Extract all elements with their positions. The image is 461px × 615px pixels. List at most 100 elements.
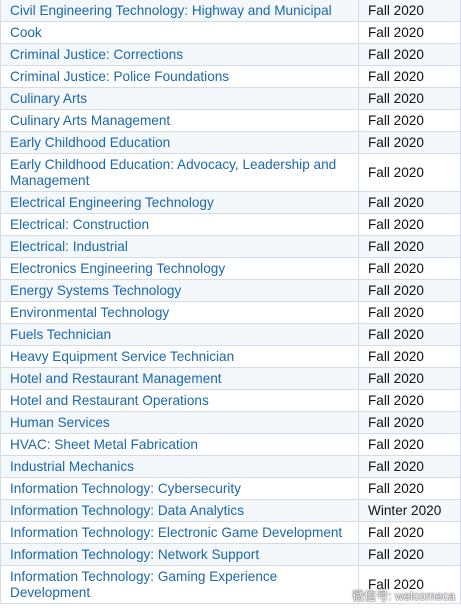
term-cell: Fall 2020 bbox=[358, 301, 461, 324]
table-row: Energy Systems Technology Fall 2020 bbox=[0, 279, 461, 302]
program-link[interactable]: Electronics Engineering Technology bbox=[10, 261, 226, 276]
table-row: Hotel and Restaurant Management Fall 2020 bbox=[0, 367, 461, 390]
term-cell: Fall 2020 bbox=[358, 43, 461, 66]
program-link[interactable]: Environmental Technology bbox=[10, 305, 170, 320]
program-link[interactable]: Early Childhood Education: Advocacy, Lea… bbox=[10, 157, 337, 188]
term-cell: Fall 2020 bbox=[358, 521, 461, 544]
table-row: Electrical Engineering Technology Fall 20… bbox=[0, 191, 461, 214]
program-cell: Culinary Arts Management bbox=[0, 109, 359, 132]
term-cell: Fall 2020 bbox=[358, 235, 461, 258]
program-link[interactable]: Electrical: Construction bbox=[10, 217, 150, 232]
program-link[interactable]: Culinary Arts Management bbox=[10, 113, 171, 128]
term-cell: Fall 2020 bbox=[358, 345, 461, 368]
wechat-icon bbox=[330, 588, 348, 603]
table-row: HVAC: Sheet Metal Fabrication Fall 2020 bbox=[0, 433, 461, 456]
program-link[interactable]: Information Technology: Electronic Game … bbox=[10, 525, 343, 540]
table-row: Heavy Equipment Service Technician Fall 2… bbox=[0, 345, 461, 368]
program-link[interactable]: Energy Systems Technology bbox=[10, 283, 182, 298]
program-link[interactable]: Heavy Equipment Service Technician bbox=[10, 349, 235, 364]
program-cell: Early Childhood Education bbox=[0, 131, 359, 154]
term-cell: Fall 2020 bbox=[358, 153, 461, 192]
table-row: Hotel and Restaurant Operations Fall 2020 bbox=[0, 389, 461, 412]
table-row: Information Technology: Data Analytics Wi… bbox=[0, 499, 461, 522]
program-link[interactable]: Electrical: Industrial bbox=[10, 239, 128, 254]
program-link[interactable]: Fuels Technician bbox=[10, 327, 112, 342]
program-link[interactable]: Information Technology: Network Support bbox=[10, 547, 260, 562]
program-cell: HVAC: Sheet Metal Fabrication bbox=[0, 433, 359, 456]
term-cell: Fall 2020 bbox=[358, 87, 461, 110]
table-row: Human Services Fall 2020 bbox=[0, 411, 461, 434]
program-cell: Heavy Equipment Service Technician bbox=[0, 345, 359, 368]
term-cell: Fall 2020 bbox=[358, 21, 461, 44]
term-cell: Fall 2020 bbox=[358, 0, 461, 22]
program-cell: Industrial Mechanics bbox=[0, 455, 359, 478]
term-cell: Fall 2020 bbox=[358, 411, 461, 434]
table-row: Environmental Technology Fall 2020 bbox=[0, 301, 461, 324]
watermark-text: 微信号: welcomeca bbox=[352, 589, 455, 603]
program-link[interactable]: Criminal Justice: Corrections bbox=[10, 47, 183, 62]
program-cell: Energy Systems Technology bbox=[0, 279, 359, 302]
term-cell: Fall 2020 bbox=[358, 367, 461, 390]
program-cell: Criminal Justice: Corrections bbox=[0, 43, 359, 66]
term-cell: Fall 2020 bbox=[358, 109, 461, 132]
program-cell: Electrical: Construction bbox=[0, 213, 359, 236]
program-cell: Fuels Technician bbox=[0, 323, 359, 346]
program-cell: Early Childhood Education: Advocacy, Lea… bbox=[0, 153, 359, 192]
table-row: Industrial Mechanics Fall 2020 bbox=[0, 455, 461, 478]
table-row: Culinary Arts Management Fall 2020 bbox=[0, 109, 461, 132]
term-cell: Fall 2020 bbox=[358, 191, 461, 214]
program-link[interactable]: Civil Engineering Technology: Highway an… bbox=[10, 3, 332, 18]
program-link[interactable]: Criminal Justice: Police Foundations bbox=[10, 69, 230, 84]
program-link[interactable]: Electrical Engineering Technology bbox=[10, 195, 214, 210]
term-cell: Fall 2020 bbox=[358, 477, 461, 500]
program-link[interactable]: Information Technology: Gaming Experienc… bbox=[10, 569, 278, 600]
program-cell: Criminal Justice: Police Foundations bbox=[0, 65, 359, 88]
program-link[interactable]: HVAC: Sheet Metal Fabrication bbox=[10, 437, 198, 452]
program-cell: Civil Engineering Technology: Highway an… bbox=[0, 0, 359, 22]
program-link[interactable]: Human Services bbox=[10, 415, 110, 430]
table-row: Information Technology: Gaming Experienc… bbox=[0, 565, 461, 604]
program-cell: Electronics Engineering Technology bbox=[0, 257, 359, 280]
table-row: Fuels Technician Fall 2020 bbox=[0, 323, 461, 346]
term-cell: Fall 2020 bbox=[358, 65, 461, 88]
term-cell: Fall 2020 bbox=[358, 389, 461, 412]
table-row: Information Technology: Electronic Game … bbox=[0, 521, 461, 544]
program-cell: Information Technology: Electronic Game … bbox=[0, 521, 359, 544]
program-link[interactable]: Information Technology: Cybersecurity bbox=[10, 481, 241, 496]
program-cell: Hotel and Restaurant Operations bbox=[0, 389, 359, 412]
table-row: Information Technology: Cybersecurity Fal… bbox=[0, 477, 461, 500]
wechat-watermark: 微信号: welcomeca bbox=[330, 587, 455, 604]
program-link[interactable]: Hotel and Restaurant Management bbox=[10, 371, 222, 386]
program-link[interactable]: Information Technology: Data Analytics bbox=[10, 503, 244, 518]
program-cell: Hotel and Restaurant Management bbox=[0, 367, 359, 390]
program-cell: Human Services bbox=[0, 411, 359, 434]
table-row: Electrical: Industrial Fall 2020 bbox=[0, 235, 461, 258]
program-cell: Electrical: Industrial bbox=[0, 235, 359, 258]
program-cell: Information Technology: Gaming Experienc… bbox=[0, 565, 359, 604]
program-cell: Electrical Engineering Technology bbox=[0, 191, 359, 214]
table-row: Electrical: Construction Fall 2020 bbox=[0, 213, 461, 236]
term-cell: Fall 2020 bbox=[358, 257, 461, 280]
program-cell: Information Technology: Network Support bbox=[0, 543, 359, 566]
program-link[interactable]: Cook bbox=[10, 25, 42, 40]
table-row: Culinary Arts Fall 2020 bbox=[0, 87, 461, 110]
term-cell: Fall 2020 bbox=[358, 213, 461, 236]
program-cell: Cook bbox=[0, 21, 359, 44]
term-cell: Fall 2020 bbox=[358, 323, 461, 346]
program-link[interactable]: Industrial Mechanics bbox=[10, 459, 134, 474]
table-row: Information Technology: Network Support F… bbox=[0, 543, 461, 566]
table-row: Criminal Justice: Police Foundations Fall… bbox=[0, 65, 461, 88]
program-cell: Information Technology: Cybersecurity bbox=[0, 477, 359, 500]
program-link[interactable]: Culinary Arts bbox=[10, 91, 88, 106]
term-cell: Fall 2020 bbox=[358, 543, 461, 566]
program-link[interactable]: Early Childhood Education bbox=[10, 135, 171, 150]
table-row: Criminal Justice: Corrections Fall 2020 bbox=[0, 43, 461, 66]
program-cell: Environmental Technology bbox=[0, 301, 359, 324]
table-row: Electronics Engineering Technology Fall 2… bbox=[0, 257, 461, 280]
term-cell: Fall 2020 bbox=[358, 433, 461, 456]
program-link[interactable]: Hotel and Restaurant Operations bbox=[10, 393, 209, 408]
table-row: Civil Engineering Technology: Highway an… bbox=[0, 0, 461, 22]
table-row: Cook Fall 2020 bbox=[0, 21, 461, 44]
